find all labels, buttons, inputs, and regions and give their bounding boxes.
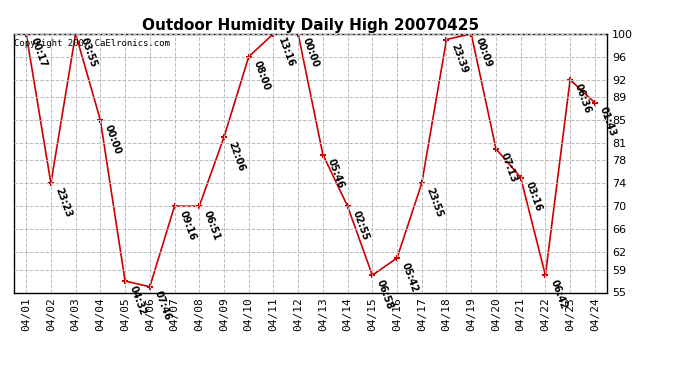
Text: 07:46: 07:46 — [152, 290, 172, 322]
Text: 09:16: 09:16 — [177, 209, 197, 242]
Text: 00:17: 00:17 — [29, 36, 49, 69]
Text: 13:16: 13:16 — [276, 36, 296, 69]
Text: 06:58: 06:58 — [375, 278, 395, 311]
Text: 06:36: 06:36 — [573, 82, 593, 115]
Text: 05:46: 05:46 — [326, 157, 346, 190]
Title: Outdoor Humidity Daily High 20070425: Outdoor Humidity Daily High 20070425 — [142, 18, 479, 33]
Text: 00:00: 00:00 — [103, 123, 123, 155]
Text: 08:00: 08:00 — [251, 60, 271, 92]
Text: 23:55: 23:55 — [424, 186, 444, 219]
Text: 03:55: 03:55 — [79, 36, 99, 69]
Text: 07:13: 07:13 — [499, 152, 519, 184]
Text: 23:39: 23:39 — [449, 42, 469, 75]
Text: 05:42: 05:42 — [400, 261, 420, 293]
Text: 04:32: 04:32 — [128, 284, 148, 316]
Text: 23:23: 23:23 — [54, 186, 74, 219]
Text: 00:00: 00:00 — [301, 36, 321, 69]
Text: 01:43: 01:43 — [598, 105, 618, 138]
Text: 06:42: 06:42 — [548, 278, 568, 310]
Text: 00:09: 00:09 — [474, 36, 494, 69]
Text: 03:16: 03:16 — [524, 180, 544, 213]
Text: 06:51: 06:51 — [202, 209, 222, 242]
Text: 02:55: 02:55 — [351, 209, 371, 242]
Text: 22:06: 22:06 — [227, 140, 247, 172]
Text: Copyright 2007 CaElronics.com: Copyright 2007 CaElronics.com — [14, 39, 170, 48]
